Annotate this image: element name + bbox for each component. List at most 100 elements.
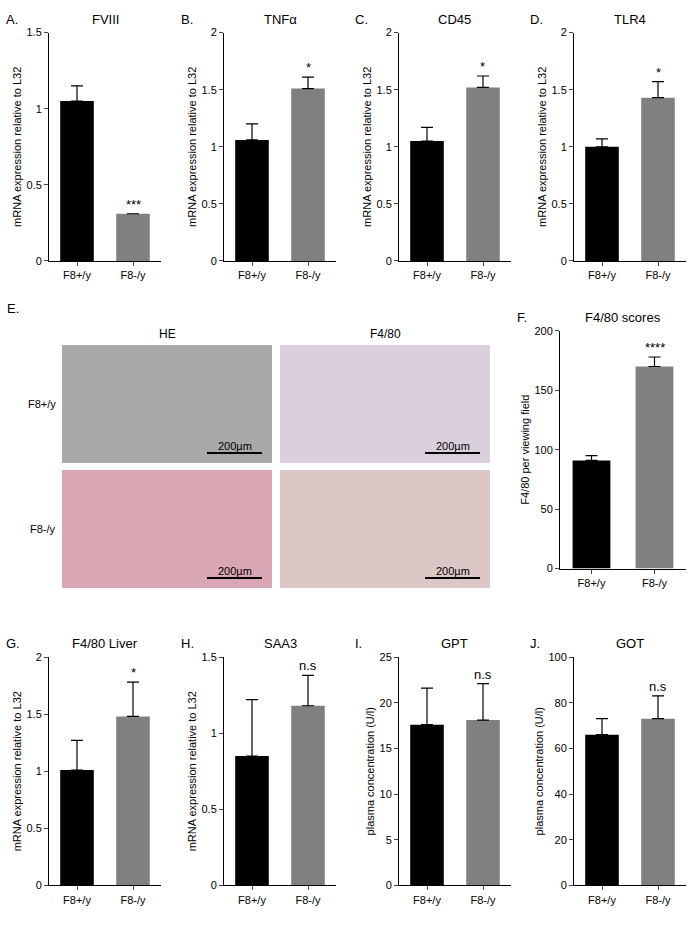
svg-text:CD45: CD45 — [438, 12, 471, 27]
svg-text:F8+/y: F8+/y — [413, 894, 441, 906]
svg-text:0.5: 0.5 — [202, 803, 217, 815]
svg-text:0: 0 — [386, 255, 392, 267]
svg-text:F4/80 scores: F4/80 scores — [585, 310, 661, 325]
svg-text:1: 1 — [211, 141, 217, 153]
svg-text:mRNA expression relative to L3: mRNA expression relative to L32 — [11, 691, 23, 851]
svg-text:mRNA expression relative to L3: mRNA expression relative to L32 — [361, 67, 373, 227]
svg-text:200µm: 200µm — [436, 440, 470, 452]
svg-text:B.: B. — [181, 12, 193, 27]
svg-text:***: *** — [126, 197, 141, 212]
svg-text:C.: C. — [355, 12, 368, 27]
svg-text:F8-/y: F8-/y — [470, 894, 496, 906]
svg-text:HE: HE — [159, 327, 176, 341]
svg-text:2: 2 — [561, 26, 567, 38]
svg-text:TNFα: TNFα — [264, 12, 297, 27]
svg-text:10: 10 — [380, 788, 392, 800]
svg-text:plasma concentration (U/l): plasma concentration (U/l) — [533, 707, 545, 835]
svg-text:plasma concentration (U/l): plasma concentration (U/l) — [364, 707, 376, 835]
svg-text:F8-/y: F8-/y — [120, 269, 146, 281]
svg-text:1.5: 1.5 — [377, 84, 392, 96]
svg-text:mRNA expression relative to L3: mRNA expression relative to L32 — [11, 67, 23, 227]
svg-text:200: 200 — [534, 325, 552, 337]
svg-text:150: 150 — [534, 384, 552, 396]
svg-text:n.s: n.s — [649, 679, 667, 694]
svg-text:2: 2 — [36, 651, 42, 663]
svg-text:0: 0 — [211, 255, 217, 267]
svg-text:F8+/y: F8+/y — [63, 894, 91, 906]
svg-text:A.: A. — [6, 12, 18, 27]
svg-text:n.s: n.s — [474, 667, 492, 682]
svg-text:200µm: 200µm — [436, 565, 470, 577]
svg-text:F8+/y: F8+/y — [238, 269, 266, 281]
svg-text:1.5: 1.5 — [202, 84, 217, 96]
svg-text:0: 0 — [547, 562, 553, 574]
svg-text:80: 80 — [555, 697, 567, 709]
svg-text:0.5: 0.5 — [552, 198, 567, 210]
svg-text:1: 1 — [386, 141, 392, 153]
svg-text:J.: J. — [530, 636, 540, 651]
svg-text:F4/80 Liver: F4/80 Liver — [72, 636, 138, 651]
svg-text:*: * — [480, 59, 485, 74]
svg-text:F8-/y: F8-/y — [642, 577, 668, 589]
svg-text:SAA3: SAA3 — [264, 636, 297, 651]
svg-text:F8-/y: F8-/y — [470, 269, 496, 281]
svg-text:0: 0 — [386, 879, 392, 891]
svg-text:F8+/y: F8+/y — [588, 894, 616, 906]
svg-text:1.5: 1.5 — [27, 26, 42, 38]
svg-text:H.: H. — [181, 636, 194, 651]
svg-text:1.5: 1.5 — [27, 708, 42, 720]
svg-text:200µm: 200µm — [218, 440, 252, 452]
svg-text:0: 0 — [561, 255, 567, 267]
svg-text:2: 2 — [211, 26, 217, 38]
svg-text:F4/80 per viewing field: F4/80 per viewing field — [519, 395, 531, 505]
svg-text:0.5: 0.5 — [27, 179, 42, 191]
svg-text:****: **** — [645, 340, 665, 355]
svg-text:G.: G. — [6, 636, 20, 651]
svg-text:25: 25 — [380, 651, 392, 663]
svg-text:GPT: GPT — [441, 636, 468, 651]
svg-text:F8+/y: F8+/y — [63, 269, 91, 281]
svg-text:F8-/y: F8-/y — [30, 523, 56, 535]
svg-text:F8+/y: F8+/y — [28, 398, 56, 410]
svg-text:1: 1 — [36, 103, 42, 115]
svg-text:1.5: 1.5 — [552, 84, 567, 96]
svg-text:F4/80: F4/80 — [370, 327, 401, 341]
svg-text:15: 15 — [380, 742, 392, 754]
svg-text:0: 0 — [36, 879, 42, 891]
svg-text:*: * — [131, 665, 136, 680]
svg-text:0.5: 0.5 — [377, 198, 392, 210]
svg-text:1: 1 — [36, 765, 42, 777]
svg-text:D.: D. — [530, 12, 543, 27]
svg-text:20: 20 — [380, 697, 392, 709]
svg-text:1: 1 — [561, 141, 567, 153]
svg-text:100: 100 — [548, 651, 566, 663]
svg-text:F8-/y: F8-/y — [120, 894, 146, 906]
svg-text:0: 0 — [561, 879, 567, 891]
svg-text:200µm: 200µm — [218, 565, 252, 577]
svg-text:0: 0 — [211, 879, 217, 891]
svg-text:mRNA expression relative to L3: mRNA expression relative to L32 — [536, 67, 548, 227]
svg-text:100: 100 — [534, 444, 552, 456]
svg-text:*: * — [656, 65, 661, 80]
svg-text:I.: I. — [355, 636, 362, 651]
svg-text:60: 60 — [555, 742, 567, 754]
svg-text:F8-/y: F8-/y — [295, 894, 321, 906]
svg-text:F8+/y: F8+/y — [238, 894, 266, 906]
svg-text:FVIII: FVIII — [92, 12, 119, 27]
svg-text:mRNA expression relative to L3: mRNA expression relative to L32 — [186, 691, 198, 851]
svg-text:0.5: 0.5 — [202, 198, 217, 210]
svg-text:1: 1 — [211, 727, 217, 739]
svg-text:20: 20 — [555, 834, 567, 846]
svg-text:mRNA expression relative to L3: mRNA expression relative to L32 — [186, 67, 198, 227]
svg-text:F8+/y: F8+/y — [578, 577, 606, 589]
svg-text:F8+/y: F8+/y — [413, 269, 441, 281]
svg-text:F8-/y: F8-/y — [645, 894, 671, 906]
svg-text:F8-/y: F8-/y — [295, 269, 321, 281]
svg-text:50: 50 — [541, 503, 553, 515]
svg-text:5: 5 — [386, 834, 392, 846]
svg-text:0.5: 0.5 — [27, 822, 42, 834]
svg-text:GOT: GOT — [616, 636, 644, 651]
svg-text:0: 0 — [36, 255, 42, 267]
svg-text:F8-/y: F8-/y — [645, 269, 671, 281]
svg-text:F8+/y: F8+/y — [588, 269, 616, 281]
